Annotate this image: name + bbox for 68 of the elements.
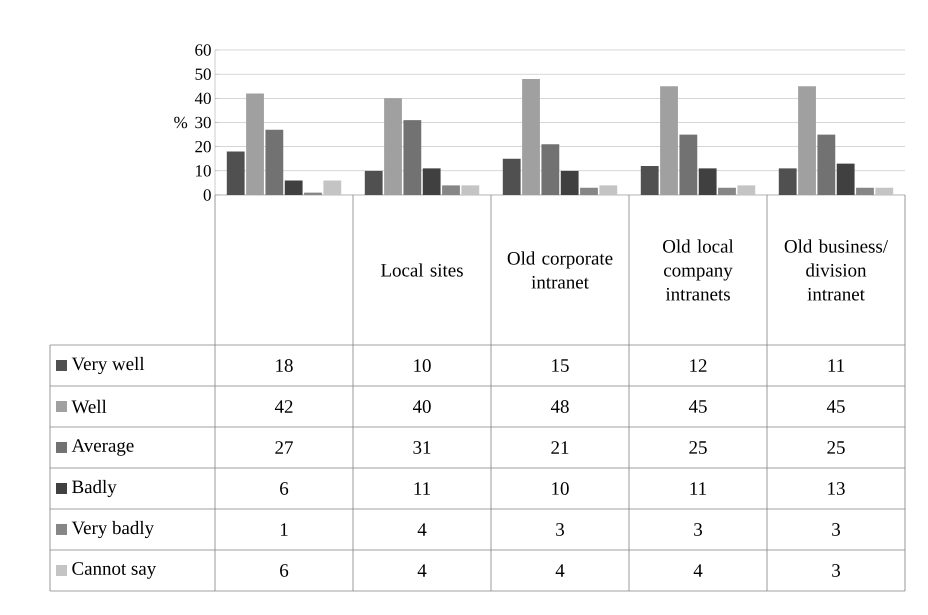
bar bbox=[778, 168, 797, 195]
y-tick-label: 50 bbox=[196, 68, 211, 80]
data-label: 3 bbox=[694, 523, 702, 536]
bar bbox=[836, 164, 855, 195]
data-label: 27 bbox=[275, 441, 293, 454]
data-label: 11 bbox=[414, 482, 430, 495]
data-label: 4 bbox=[418, 523, 426, 536]
legend-label: Very badly bbox=[72, 520, 154, 538]
bar bbox=[679, 134, 698, 195]
y-tick-label: 20 bbox=[195, 140, 211, 152]
data-label: 4 bbox=[694, 564, 702, 577]
bar bbox=[284, 180, 303, 195]
data-label: 45 bbox=[826, 400, 845, 413]
x-tick-label: Old business/ division intranet bbox=[784, 239, 888, 301]
data-label: 25 bbox=[689, 441, 707, 454]
bar bbox=[364, 170, 383, 195]
data-label: 1 bbox=[280, 523, 288, 536]
data-label: 3 bbox=[556, 523, 564, 536]
data-label: 18 bbox=[276, 359, 293, 372]
y-tick-label: 10 bbox=[196, 165, 211, 177]
legend-label: Well bbox=[72, 400, 106, 414]
y-tick-label: 30 bbox=[195, 116, 211, 128]
x-tick-label: Old corporate intranet bbox=[508, 251, 612, 289]
data-label: 3 bbox=[832, 523, 840, 536]
data-label: 11 bbox=[828, 359, 844, 372]
y-tick-label: 40 bbox=[194, 92, 211, 104]
legend-label: Cannot say bbox=[72, 562, 156, 579]
bar bbox=[502, 158, 521, 195]
data-label: 11 bbox=[690, 482, 706, 495]
data-label: 25 bbox=[827, 441, 845, 454]
bar bbox=[461, 185, 480, 195]
bar bbox=[875, 188, 894, 195]
bar bbox=[560, 170, 579, 195]
data-label: 6 bbox=[280, 564, 288, 577]
data-label: 3 bbox=[832, 564, 840, 577]
data-label: 31 bbox=[413, 441, 430, 454]
x-tick-label: Local sites bbox=[381, 263, 463, 277]
bar bbox=[323, 180, 342, 195]
data-label: 40 bbox=[412, 400, 431, 413]
data-label: 13 bbox=[828, 482, 845, 495]
bar bbox=[640, 166, 659, 195]
bar bbox=[737, 185, 756, 195]
legend-label: Badly bbox=[72, 480, 117, 498]
bar bbox=[422, 168, 441, 195]
data-label: 45 bbox=[688, 400, 707, 413]
x-tick-label: Old local company intranets bbox=[663, 239, 734, 301]
data-label: 10 bbox=[414, 359, 431, 372]
y-tick-label: 60 bbox=[195, 44, 211, 56]
data-label: 12 bbox=[690, 359, 706, 372]
bar bbox=[541, 144, 560, 195]
bar bbox=[698, 168, 717, 195]
bar bbox=[265, 130, 284, 195]
data-label: 4 bbox=[418, 564, 426, 577]
data-label: 42 bbox=[274, 400, 292, 413]
legend-label: Average bbox=[72, 439, 134, 456]
data-label: 4 bbox=[556, 564, 564, 577]
data-label: 21 bbox=[551, 441, 568, 454]
data-label: 10 bbox=[552, 482, 569, 495]
data-label: 15 bbox=[552, 359, 569, 372]
bar bbox=[226, 151, 245, 195]
bar bbox=[403, 120, 422, 195]
y-axis-title: % bbox=[174, 116, 188, 128]
data-label: 48 bbox=[550, 400, 569, 413]
y-tick-label: 0 bbox=[204, 189, 211, 201]
bar bbox=[599, 185, 618, 195]
data-label: 6 bbox=[280, 482, 288, 495]
legend-label: Very well bbox=[72, 356, 144, 374]
bar bbox=[817, 134, 836, 195]
